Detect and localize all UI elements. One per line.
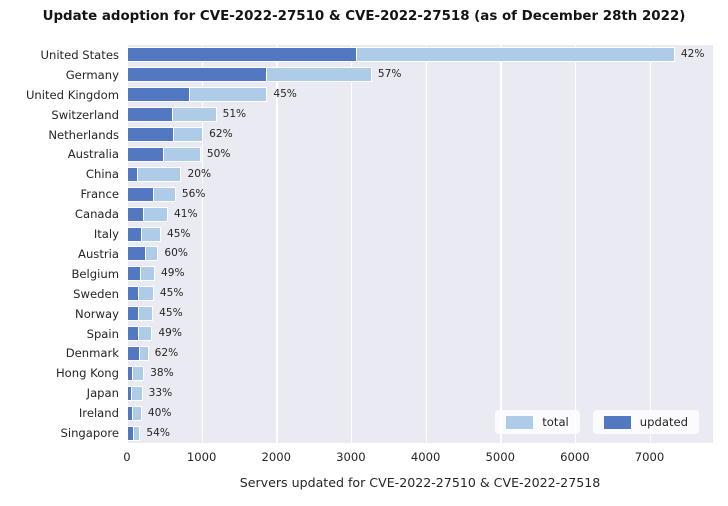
updated-bar [127, 127, 175, 143]
percent-label: 45% [273, 88, 297, 101]
updated-bar [127, 166, 138, 182]
updated-bar [127, 246, 146, 262]
y-tick-label: Australia [67, 147, 119, 162]
x-tick-label: 5000 [485, 450, 515, 464]
gridline [350, 45, 353, 443]
y-tick-label: China [85, 167, 119, 182]
percent-label: 60% [164, 247, 188, 260]
legend-updated-label: updated [639, 415, 688, 429]
updated-bar [127, 326, 140, 342]
y-tick-label: Netherlands [48, 127, 119, 142]
gridline [201, 45, 203, 443]
y-tick-label: Germany [65, 67, 119, 82]
gridline [649, 45, 651, 443]
updated-bar [127, 405, 133, 421]
gridline [127, 45, 129, 443]
y-tick-label: Italy [93, 227, 119, 242]
y-tick-label: Hong Kong [55, 366, 119, 381]
x-tick-label: 2000 [261, 450, 292, 464]
y-tick-label: Norway [75, 306, 119, 321]
updated-bar [127, 87, 191, 103]
chart-title: Update adoption for CVE-2022-27510 & CVE… [42, 9, 686, 24]
x-axis-label: Servers updated for CVE-2022-27510 & CVE… [239, 475, 601, 490]
y-tick-label: Sweden [73, 286, 119, 301]
updated-bar [127, 306, 139, 322]
updated-bar [127, 385, 133, 401]
y-tick-label: United Kingdom [25, 87, 119, 102]
legend-total-label: total [542, 415, 569, 429]
y-tick-label: Belgium [71, 266, 119, 281]
legend-updated-swatch [603, 415, 631, 429]
updated-bar [127, 266, 141, 282]
x-tick-label: 0 [123, 450, 131, 464]
percent-label: 49% [160, 267, 185, 280]
updated-bar [127, 425, 135, 441]
y-tick-label: Ireland [78, 406, 119, 421]
updated-bar [127, 226, 143, 242]
percent-label: 45% [166, 227, 191, 240]
percent-label: 49% [158, 327, 182, 339]
percent-label: 38% [150, 366, 174, 379]
updated-bar [127, 107, 173, 123]
y-tick-label: Canada [74, 207, 119, 222]
updated-bar [127, 206, 144, 222]
y-tick-label: Japan [86, 386, 119, 401]
percent-label: 62% [209, 128, 233, 140]
updated-bar [127, 286, 140, 302]
y-tick-label: Austria [78, 246, 119, 261]
percent-label: 40% [147, 406, 172, 419]
y-tick-label: Denmark [65, 346, 119, 361]
percent-label: 41% [174, 207, 198, 220]
x-tick-label: 1000 [186, 450, 217, 464]
updated-bar [127, 146, 164, 162]
percent-label: 45% [159, 287, 184, 300]
percent-label: 54% [146, 426, 170, 439]
percent-label: 50% [206, 147, 231, 160]
legend: total updated [495, 410, 699, 434]
updated-bar [127, 345, 141, 361]
legend-total-swatch [506, 415, 534, 429]
x-tick-label: 4000 [410, 450, 441, 464]
percent-label: 20% [187, 167, 212, 180]
percent-label: 45% [159, 307, 183, 320]
percent-label: 33% [148, 386, 173, 399]
percent-label: 42% [680, 48, 705, 61]
updated-bar [127, 67, 267, 83]
x-tick-label: 7000 [634, 450, 665, 464]
gridline [425, 45, 427, 443]
x-tick-label: 6000 [560, 450, 590, 464]
updated-bar [127, 47, 357, 63]
x-tick-label: 3000 [336, 450, 366, 464]
percent-label: 57% [377, 68, 402, 81]
y-tick-label: Switzerland [51, 107, 119, 122]
plot-area: total updated 42% 57% 45% 51% 62% 50% 20% 56% 41… [127, 45, 713, 443]
gridline [500, 45, 502, 443]
percent-label: 62% [154, 346, 179, 359]
legend-entry-updated: updated [592, 410, 699, 434]
y-tick-label: Spain [86, 326, 119, 341]
updated-bar [127, 365, 134, 381]
legend-entry-total: total [495, 410, 580, 434]
y-tick-label: United States [40, 47, 119, 62]
percent-label: 51% [222, 108, 247, 121]
y-tick-label: France [80, 187, 119, 202]
percent-label: 56% [181, 187, 206, 200]
updated-bar [127, 186, 155, 202]
gridline [574, 45, 577, 443]
y-tick-label: Singapore [60, 426, 120, 441]
gridline [276, 45, 278, 443]
